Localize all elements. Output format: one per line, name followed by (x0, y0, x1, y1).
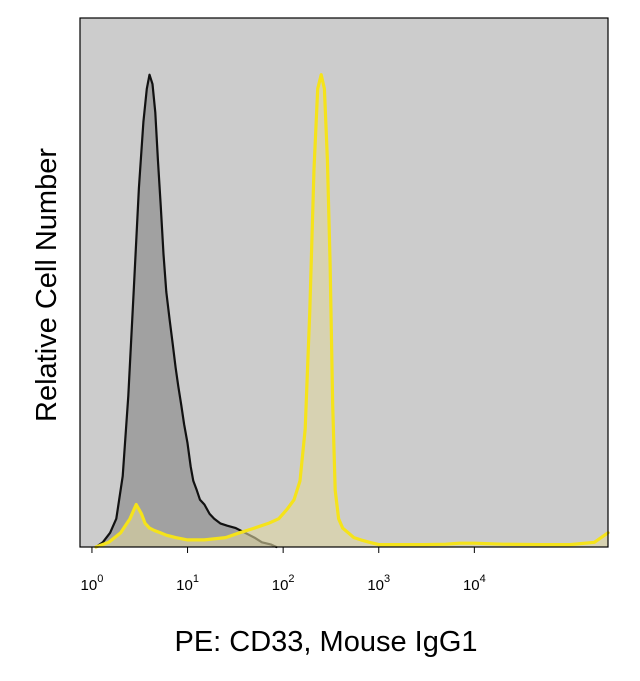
series-1-line (94, 73, 278, 549)
series-2-line (94, 73, 610, 549)
y-axis-title: Relative Cell Number (31, 148, 63, 422)
series-1-area (95, 74, 277, 547)
x-tick-layer: 100 101 102 103 104 (81, 547, 486, 594)
x-tick-label-0: 100 (81, 573, 104, 594)
plot-frame (79, 17, 609, 548)
series-layer (94, 73, 610, 549)
x-tick-label-1: 101 (176, 573, 199, 594)
x-tick-label-3: 103 (367, 573, 390, 594)
x-tick-label-4: 104 (463, 573, 486, 594)
x-tick-label-2: 102 (272, 573, 295, 594)
x-axis-title: PE: CD33, Mouse IgG1 (174, 626, 477, 658)
